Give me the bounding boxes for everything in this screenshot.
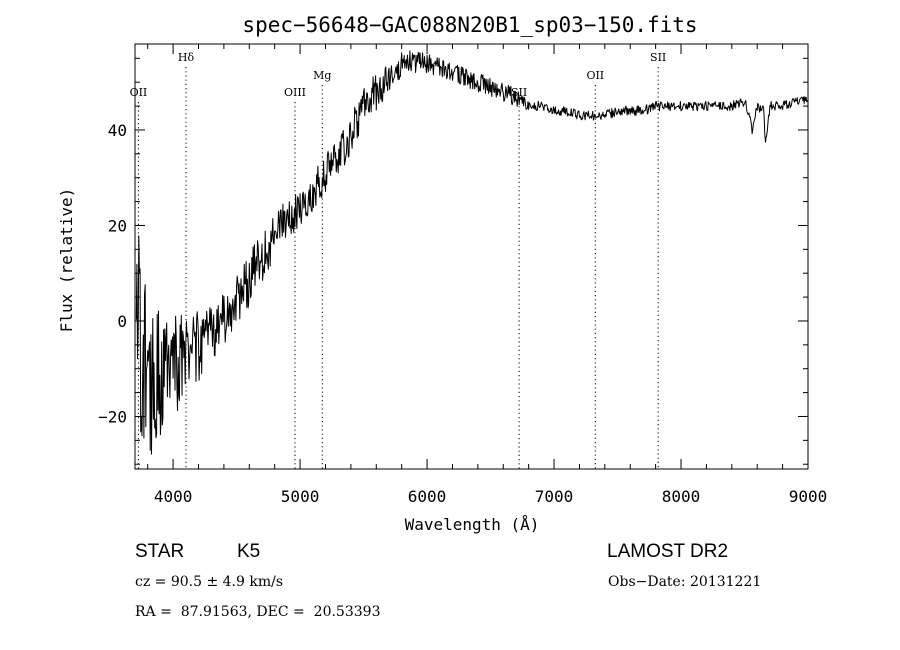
x-tick-label: 5000 [281, 487, 320, 506]
observation-date: Obs−Date: 20131221 [608, 574, 762, 590]
spectrum-line [135, 50, 809, 455]
y-tick-label: 20 [108, 216, 127, 235]
x-tick-label: 7000 [535, 487, 574, 506]
line-marker-label: SII [650, 51, 666, 64]
x-tick-label: 8000 [662, 487, 701, 506]
y-tick-label: −20 [98, 407, 127, 426]
series-group [135, 50, 809, 455]
object-subclass: K5 [237, 541, 261, 562]
redshift-value: cz = 90.5 ± 4.9 km/s [135, 574, 284, 590]
axes-ticks: 4000 5000 6000 7000 8000 9000 −20 0 20 40 [98, 44, 827, 506]
coordinates: RA = 87.91563, DEC = 20.53393 [135, 604, 381, 620]
chart-title: spec−56648−GAC088N20B1_sp03−150.fits [242, 13, 697, 37]
x-tick-label: 4000 [154, 487, 193, 506]
y-tick-label: 0 [117, 312, 127, 331]
line-marker-label: Hδ [178, 51, 195, 64]
line-marker-label: OII [586, 69, 604, 82]
x-tick-label: 6000 [408, 487, 447, 506]
object-class: STAR [135, 541, 185, 562]
line-marker-label: Mg [313, 69, 331, 82]
y-axis-label: Flux (relative) [57, 188, 76, 333]
y-tick-label: 40 [108, 121, 127, 140]
line-marker-label: OII [130, 86, 148, 99]
plot-frame [134, 43, 809, 470]
x-axis-label: Wavelength (Å) [405, 515, 540, 534]
line-marker-label: OIII [284, 86, 306, 99]
survey-name: LAMOST DR2 [607, 541, 729, 562]
x-tick-label: 9000 [789, 487, 828, 506]
